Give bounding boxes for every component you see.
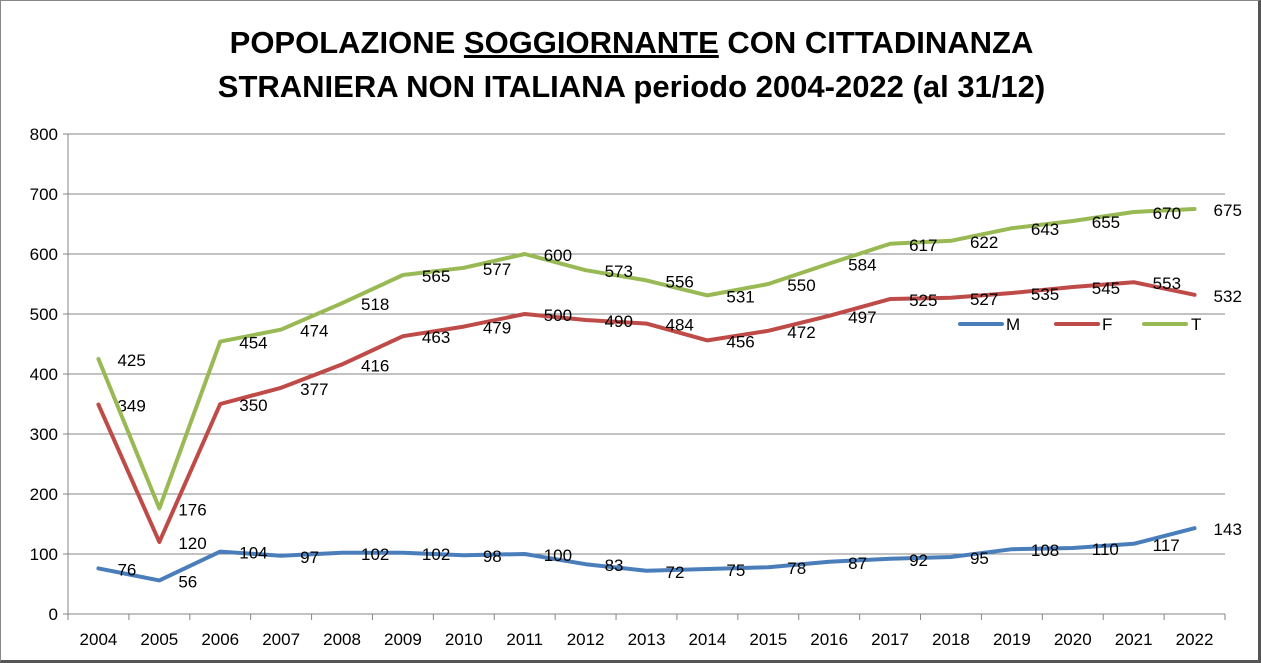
data-label-M: 110 bbox=[1092, 540, 1119, 559]
y-tick-label: 600 bbox=[30, 245, 58, 264]
y-tick-label: 800 bbox=[30, 125, 58, 144]
data-label-F: 500 bbox=[544, 306, 572, 325]
title-text: POPOLAZIONE bbox=[229, 25, 464, 60]
series-line-F bbox=[96, 280, 1197, 544]
x-tick-label: 2022 bbox=[1176, 630, 1214, 649]
data-label-F: 497 bbox=[848, 308, 876, 327]
data-label-F: 463 bbox=[422, 328, 450, 347]
data-label-F: 490 bbox=[605, 312, 633, 331]
data-label-T: 550 bbox=[787, 276, 815, 295]
data-label-M: 102 bbox=[361, 545, 389, 564]
data-label-F: 484 bbox=[666, 316, 694, 335]
legend-label-T: T bbox=[1191, 315, 1201, 334]
data-label-F: 456 bbox=[726, 332, 754, 351]
data-label-T: 622 bbox=[970, 233, 998, 252]
data-label-F: 472 bbox=[787, 323, 815, 342]
y-tick-label: 500 bbox=[30, 305, 58, 324]
x-tick-label: 2019 bbox=[993, 630, 1031, 649]
title-underlined-text: SOGGIORNANTE bbox=[463, 25, 719, 60]
x-tick-label: 2012 bbox=[567, 630, 605, 649]
data-label-T: 176 bbox=[178, 500, 206, 519]
title-text: CON CITTADINANZA bbox=[718, 25, 1034, 60]
data-label-M: 75 bbox=[726, 561, 745, 580]
legend-label-M: M bbox=[1006, 315, 1020, 334]
series-line-T bbox=[96, 207, 1197, 511]
data-label-T: 454 bbox=[239, 334, 267, 353]
x-tick-label: 2005 bbox=[140, 630, 178, 649]
data-label-M: 100 bbox=[544, 546, 572, 565]
data-label-F: 377 bbox=[300, 380, 328, 399]
x-tick-label: 2014 bbox=[688, 630, 726, 649]
data-label-F: 535 bbox=[1031, 285, 1059, 304]
data-label-M: 97 bbox=[300, 548, 319, 567]
y-tick-label: 700 bbox=[30, 185, 58, 204]
chart-title-line1: POPOLAZIONE SOGGIORNANTE CON CITTADINANZ… bbox=[1, 25, 1258, 61]
data-label-F: 545 bbox=[1092, 279, 1120, 298]
y-tick-label: 100 bbox=[30, 545, 58, 564]
data-label-T: 577 bbox=[483, 260, 511, 279]
data-label-F: 479 bbox=[483, 319, 511, 338]
data-label-F: 527 bbox=[970, 290, 998, 309]
y-tick-label: 200 bbox=[30, 485, 58, 504]
data-label-F: 532 bbox=[1214, 287, 1242, 306]
x-tick-label: 2009 bbox=[384, 630, 422, 649]
data-label-F: 349 bbox=[117, 397, 145, 416]
x-tick-label: 2016 bbox=[810, 630, 848, 649]
series-line-M bbox=[96, 526, 1197, 583]
x-tick-label: 2008 bbox=[323, 630, 361, 649]
data-label-T: 531 bbox=[726, 287, 754, 306]
x-tick-label: 2013 bbox=[628, 630, 666, 649]
x-tick-label: 2020 bbox=[1054, 630, 1092, 649]
x-tick-label: 2010 bbox=[445, 630, 483, 649]
legend-label-F: F bbox=[1102, 315, 1112, 334]
data-label-M: 83 bbox=[605, 556, 624, 575]
data-label-T: 584 bbox=[848, 256, 876, 275]
data-label-M: 78 bbox=[787, 559, 806, 578]
x-tick-label: 2021 bbox=[1115, 630, 1153, 649]
data-label-M: 76 bbox=[117, 560, 136, 579]
data-label-M: 92 bbox=[909, 551, 928, 570]
data-label-T: 617 bbox=[909, 236, 937, 255]
x-tick-label: 2006 bbox=[201, 630, 239, 649]
data-label-M: 72 bbox=[666, 563, 685, 582]
data-label-T: 655 bbox=[1092, 213, 1120, 232]
data-label-T: 565 bbox=[422, 267, 450, 286]
data-label-T: 573 bbox=[605, 262, 633, 281]
data-label-M: 143 bbox=[1214, 520, 1242, 539]
data-label-T: 600 bbox=[544, 246, 572, 265]
data-label-T: 425 bbox=[117, 351, 145, 370]
data-label-T: 518 bbox=[361, 295, 389, 314]
data-label-T: 675 bbox=[1214, 201, 1242, 220]
data-label-M: 56 bbox=[178, 572, 197, 591]
data-label-M: 117 bbox=[1153, 536, 1180, 555]
x-tick-label: 2004 bbox=[80, 630, 118, 649]
data-label-M: 98 bbox=[483, 547, 502, 566]
data-label-M: 95 bbox=[970, 549, 989, 568]
data-label-M: 104 bbox=[239, 544, 267, 563]
x-tick-label: 2018 bbox=[932, 630, 970, 649]
x-tick-label: 2015 bbox=[749, 630, 787, 649]
y-tick-label: 300 bbox=[30, 425, 58, 444]
data-label-F: 553 bbox=[1153, 274, 1181, 293]
data-label-F: 525 bbox=[909, 291, 937, 310]
data-label-M: 87 bbox=[848, 554, 867, 573]
chart-title-line2: STRANIERA NON ITALIANA periodo 2004-2022… bbox=[217, 69, 1046, 104]
x-tick-label: 2017 bbox=[871, 630, 909, 649]
data-label-F: 120 bbox=[178, 534, 206, 553]
x-tick-label: 2011 bbox=[506, 630, 543, 649]
data-label-M: 108 bbox=[1031, 541, 1059, 560]
data-label-M: 102 bbox=[422, 545, 450, 564]
x-tick-label: 2007 bbox=[262, 630, 300, 649]
y-tick-label: 400 bbox=[30, 365, 58, 384]
data-label-T: 670 bbox=[1153, 204, 1181, 223]
data-label-T: 556 bbox=[666, 272, 694, 291]
data-label-T: 474 bbox=[300, 322, 328, 341]
data-label-T: 643 bbox=[1031, 220, 1059, 239]
data-label-F: 350 bbox=[239, 396, 267, 415]
data-label-F: 416 bbox=[361, 356, 389, 375]
y-tick-label: 0 bbox=[49, 605, 58, 624]
